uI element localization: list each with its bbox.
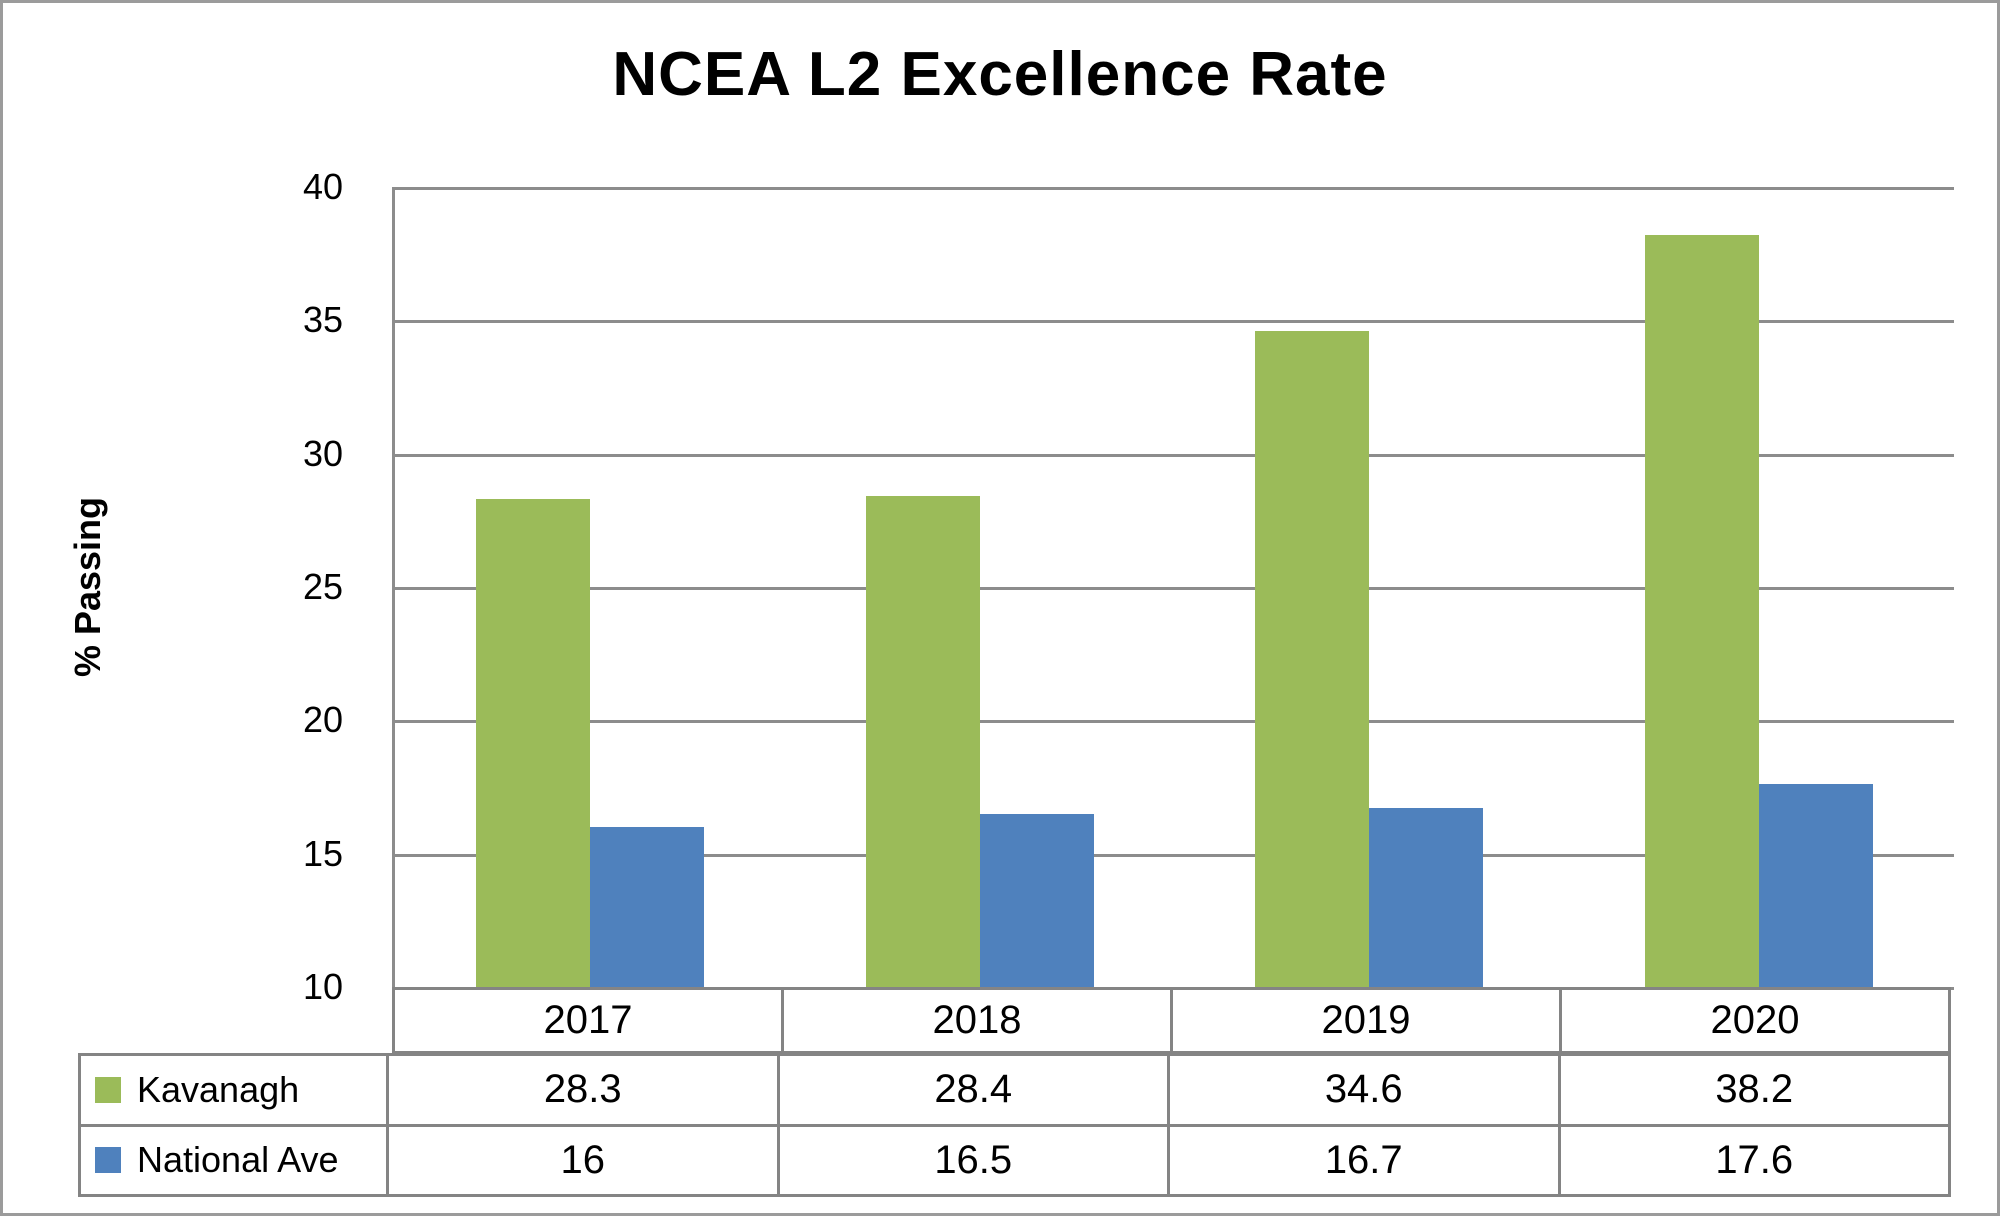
y-tick-label-15: 15 bbox=[302, 832, 343, 874]
category-cell-1: 2017 bbox=[395, 990, 784, 1051]
bar-national-ave-2020 bbox=[1759, 784, 1874, 987]
bar-group-2020 bbox=[1564, 187, 1954, 987]
gridline-15 bbox=[395, 853, 1954, 857]
gridline-40 bbox=[395, 187, 1954, 190]
y-tick-label-20: 20 bbox=[302, 699, 343, 741]
gridline-30 bbox=[395, 453, 1954, 457]
kavanagh-value-2019: 34.6 bbox=[1170, 1056, 1561, 1124]
gridline-20 bbox=[395, 720, 1954, 724]
national-ave-legend-swatch-icon bbox=[95, 1147, 121, 1174]
national-ave-value-2019: 16.7 bbox=[1170, 1126, 1561, 1194]
table-row-national-ave: National Ave 16 16.5 16.7 17.6 bbox=[81, 1126, 1948, 1194]
national-ave-value-2017: 16 bbox=[389, 1126, 780, 1194]
bar-kavanagh-2017 bbox=[475, 499, 590, 987]
gridline-35 bbox=[395, 320, 1954, 324]
bars-layer bbox=[395, 187, 1954, 987]
series-name-kavanagh: Kavanagh bbox=[137, 1068, 300, 1110]
kavanagh-legend-swatch-icon bbox=[95, 1076, 121, 1103]
data-table: Kavanagh 28.3 28.4 34.6 38.2 National Av… bbox=[78, 1053, 1951, 1197]
kavanagh-value-2017: 28.3 bbox=[389, 1056, 780, 1124]
national-ave-value-2020: 17.6 bbox=[1715, 1137, 1794, 1182]
chart-title: NCEA L2 Excellence Rate bbox=[612, 40, 1388, 109]
bar-national-ave-2018 bbox=[979, 813, 1094, 987]
series-name-national-ave: National Ave bbox=[137, 1139, 339, 1181]
y-tick-label-35: 35 bbox=[302, 299, 343, 341]
category-cell-2: 2018 bbox=[784, 990, 1173, 1051]
bar-national-ave-2019 bbox=[1369, 808, 1484, 987]
bar-kavanagh-2019 bbox=[1255, 331, 1370, 987]
series-label-cell-kavanagh: Kavanagh bbox=[81, 1056, 389, 1124]
y-tick-label-25: 25 bbox=[302, 566, 343, 607]
bar-group-2019 bbox=[1175, 187, 1565, 987]
table-row-kavanagh: Kavanagh 28.3 28.4 34.6 38.2 bbox=[81, 1056, 1948, 1127]
x-axis-category-row: 2017 2018 2019 2020 bbox=[392, 987, 1951, 1054]
bar-group-2017 bbox=[395, 187, 785, 987]
bar-kavanagh-2018 bbox=[865, 496, 980, 987]
category-cell-4: 2020 bbox=[1710, 998, 1800, 1042]
plot-area bbox=[392, 187, 1954, 990]
series-label-cell-national-ave: National Ave bbox=[81, 1126, 389, 1194]
national-ave-value-2018: 16.5 bbox=[780, 1126, 1170, 1194]
y-tick-label-40: 40 bbox=[302, 166, 343, 207]
y-tick-label-30: 30 bbox=[302, 432, 343, 474]
kavanagh-value-2018: 28.4 bbox=[780, 1056, 1170, 1124]
y-axis-label: % Passing bbox=[67, 496, 108, 678]
gridline-25 bbox=[395, 587, 1954, 590]
bar-kavanagh-2020 bbox=[1645, 235, 1760, 987]
bar-national-ave-2017 bbox=[589, 827, 704, 987]
y-tick-label-10: 10 bbox=[302, 966, 343, 1007]
kavanagh-value-2020: 38.2 bbox=[1715, 1067, 1794, 1112]
bar-group-2018 bbox=[785, 187, 1175, 987]
category-cell-3: 2019 bbox=[1173, 990, 1562, 1051]
